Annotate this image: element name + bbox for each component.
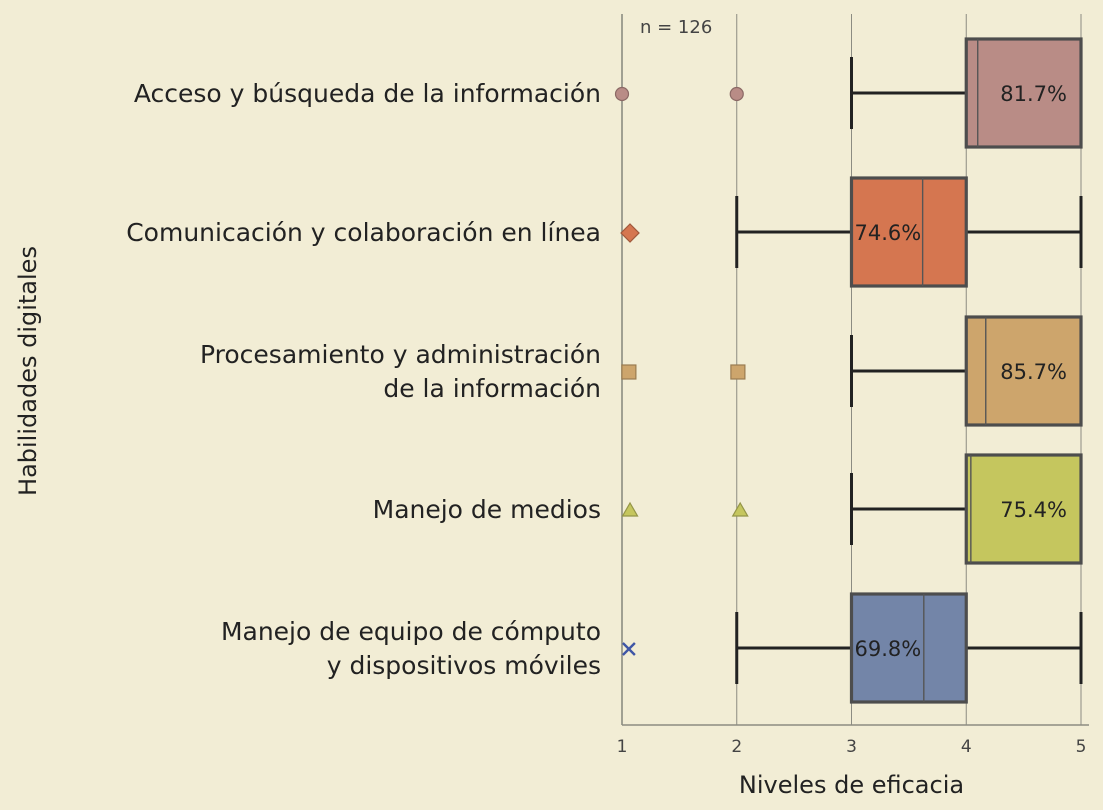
outlier-point [614, 86, 630, 102]
outlier-point [621, 364, 637, 380]
category-labels: Acceso y búsqueda de la información Comun… [126, 79, 601, 680]
sample-size-label: n = 126 [640, 17, 712, 38]
x-tick-label: 3 [846, 737, 857, 757]
outlier-point [620, 223, 640, 243]
box-row: 75.4% [850, 453, 1083, 565]
outlier-point [730, 364, 746, 380]
outlier-point [731, 501, 749, 517]
outlier-point [621, 501, 639, 517]
y-axis-title: Habilidades digitales [14, 246, 42, 496]
box-row: 81.7% [850, 37, 1083, 149]
titles: n = 126 Niveles de eficacia Habilidades … [14, 17, 964, 799]
x-tick-label: 2 [731, 737, 742, 757]
category-label: Manejo de equipo de cómputo [221, 617, 601, 646]
percent-label: 81.7% [1000, 82, 1067, 106]
percent-label: 75.4% [1000, 498, 1067, 522]
category-label: Procesamiento y administración [200, 340, 601, 369]
outlier-point [622, 642, 636, 656]
category-label: de la información [383, 374, 601, 403]
box [849, 592, 968, 704]
boxes: 81.7% 74.6% 85.7% 75.4% 69.8% [735, 37, 1083, 704]
box [964, 37, 1083, 149]
outlier-point [729, 86, 744, 102]
x-tick-label: 1 [617, 737, 628, 757]
percent-label: 74.6% [855, 221, 922, 245]
x-axis-title: Niveles de eficacia [739, 771, 964, 799]
percent-label: 85.7% [1000, 360, 1067, 384]
category-label: Acceso y búsqueda de la información [134, 79, 601, 108]
box [849, 176, 968, 288]
box-row: 69.8% [735, 592, 1083, 704]
category-label: y dispositivos móviles [327, 651, 601, 680]
category-label: Comunicación y colaboración en línea [126, 218, 601, 247]
box-row: 85.7% [850, 315, 1083, 427]
x-axis: 1 2 3 4 5 [617, 724, 1089, 757]
x-tick-label: 5 [1076, 737, 1087, 757]
box-row: 74.6% [735, 176, 1083, 288]
category-label: Manejo de medios [373, 495, 601, 524]
x-tick-label: 4 [961, 737, 972, 757]
outliers [614, 86, 749, 656]
box [964, 453, 1083, 565]
percent-label: 69.8% [855, 637, 922, 661]
